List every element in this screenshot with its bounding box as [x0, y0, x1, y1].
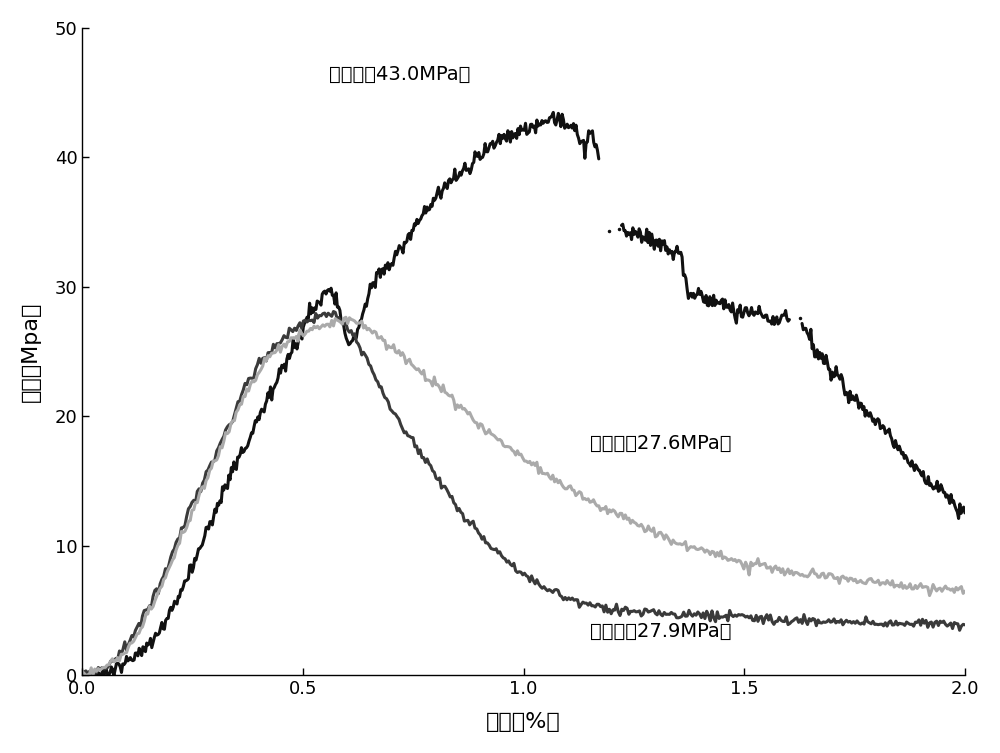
Text: 硝酸钙（27.9MPa）: 硝酸钙（27.9MPa）	[590, 621, 731, 641]
X-axis label: 应变（%）: 应变（%）	[486, 712, 561, 732]
Text: 乙酸钙（43.0MPa）: 乙酸钙（43.0MPa）	[329, 65, 471, 84]
Text: 氯化钙（27.6MPa）: 氯化钙（27.6MPa）	[590, 434, 731, 453]
Y-axis label: 应力（Mpa）: 应力（Mpa）	[21, 301, 41, 402]
